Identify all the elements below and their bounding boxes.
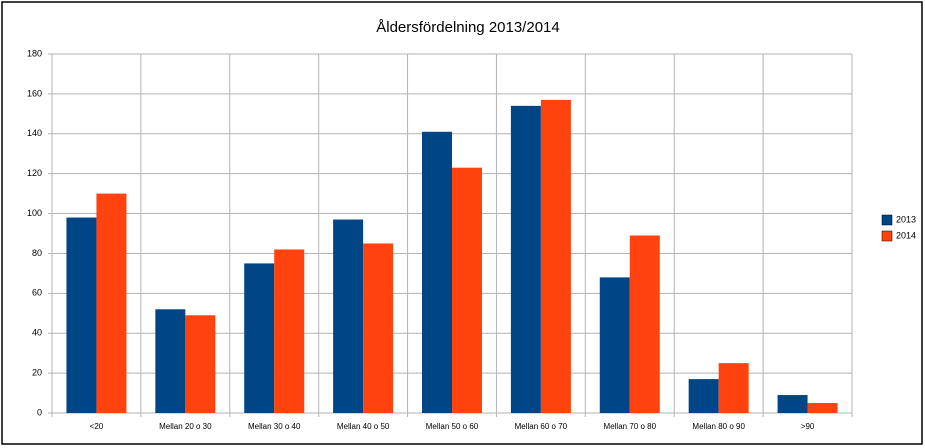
bar: [333, 219, 364, 413]
bar: [422, 131, 452, 414]
x-tick-label: Mellan 40 o 50: [337, 422, 390, 431]
bar: [718, 363, 749, 413]
bar: [629, 235, 660, 413]
y-tick-label: 100: [27, 208, 42, 218]
x-tick-label: Mellan 30 o 40: [248, 422, 301, 431]
bar: [540, 99, 571, 413]
x-tick-label: Mellan 50 o 60: [426, 422, 479, 431]
x-tick-label: Mellan 70 o 80: [604, 422, 657, 431]
chart-title: Åldersfördelning 2013/2014: [376, 19, 559, 36]
bar: [688, 379, 719, 413]
x-tick-label: <20: [90, 422, 104, 431]
legend-swatch: [881, 214, 893, 226]
bar: [244, 263, 275, 413]
bar: [599, 277, 630, 413]
bar: [274, 249, 305, 413]
x-tick-label: >90: [801, 422, 815, 431]
y-tick-label: 40: [32, 328, 42, 338]
bar: [777, 395, 808, 413]
y-tick-label: 120: [27, 168, 42, 178]
y-tick-label: 180: [27, 48, 42, 58]
x-tick-label: Mellan 80 o 90: [692, 422, 745, 431]
bar: [510, 105, 541, 413]
bar: [807, 403, 838, 413]
y-tick-label: 140: [27, 128, 42, 138]
y-tick-label: 20: [32, 367, 42, 377]
y-tick-label: 0: [37, 407, 42, 417]
bar: [452, 167, 482, 413]
x-tick-label: Mellan 60 o 70: [515, 422, 568, 431]
bar: [155, 309, 186, 413]
legend-swatch: [881, 230, 893, 242]
x-tick-label: Mellan 20 o 30: [159, 422, 212, 431]
legend-label: 2013: [896, 214, 916, 224]
bar: [185, 315, 216, 413]
bar: [363, 243, 394, 413]
legend-label: 2014: [896, 230, 916, 240]
bar: [66, 217, 97, 413]
y-tick-label: 160: [27, 88, 42, 98]
y-tick-label: 60: [32, 288, 42, 298]
y-tick-label: 80: [32, 248, 42, 258]
bar: [96, 193, 127, 413]
